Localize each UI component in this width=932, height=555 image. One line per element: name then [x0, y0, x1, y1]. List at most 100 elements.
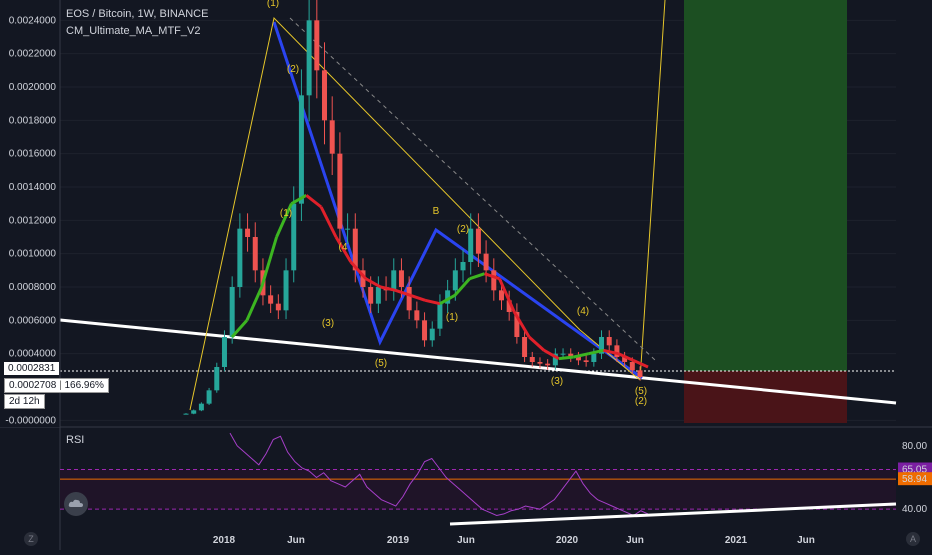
ma-segment [364, 277, 382, 289]
z-icon[interactable]: Z [24, 532, 38, 546]
ma-segment [512, 311, 531, 338]
candle-body [191, 410, 197, 414]
candle-body [429, 328, 435, 341]
ma-segment [558, 355, 574, 361]
ma-segment [394, 288, 411, 297]
candle-body [498, 290, 504, 301]
stop-zone-red [684, 371, 847, 423]
ma-segment [469, 272, 486, 281]
price-tick-label: 0.0020000 [9, 82, 57, 93]
ma-segment [603, 348, 619, 356]
time-tick-label: 2021 [725, 535, 748, 546]
candle-body [345, 228, 351, 230]
ma-segment [380, 285, 396, 292]
wave-label: (1) [446, 312, 458, 323]
time-tick-label: Jun [797, 535, 815, 546]
ma-segment [573, 352, 589, 359]
candle-body [183, 413, 189, 415]
wave-label: (2) [287, 64, 299, 75]
ma-segment [632, 358, 649, 369]
candle-body [629, 362, 635, 371]
candle-body [529, 357, 535, 362]
candle-body [245, 228, 251, 237]
rsi-level-badge [898, 472, 932, 486]
price-tick-label: 0.0016000 [9, 149, 57, 160]
wave-label: B [433, 206, 440, 217]
price-tick-label: 0.0024000 [9, 15, 57, 26]
candle-body [599, 337, 605, 354]
candle-body [575, 357, 581, 361]
price-tick-label: 0.0012000 [9, 215, 57, 226]
ma-segment [588, 348, 604, 356]
candle-body [198, 403, 204, 411]
wave-label: (1) [267, 0, 279, 9]
dashed-trend [289, 17, 656, 361]
price-tick-label: 0.0014000 [9, 182, 57, 193]
candle-body [283, 270, 289, 311]
candle-body [306, 20, 312, 96]
wave-label: (1) [280, 208, 292, 219]
candle-body [614, 345, 620, 357]
ma-segment [498, 278, 516, 313]
rsi-tick-label: 65.05 [902, 465, 927, 476]
candle-body [483, 253, 489, 271]
candle-body [398, 270, 404, 287]
a-icon[interactable]: A [906, 532, 920, 546]
measure-price: 0.0002708 [9, 380, 57, 391]
ma-segment [334, 236, 353, 263]
wave-label: (3) [551, 376, 563, 387]
target-zone-green [684, 0, 847, 371]
rsi-trend-line [449, 502, 897, 526]
price-tick-label: 0.0008000 [9, 282, 57, 293]
price-tick-label: -0.0000000 [5, 415, 56, 426]
wave-label: (5) [375, 358, 387, 369]
ma-segment [305, 194, 323, 209]
candle-body [314, 20, 320, 71]
candle-body [637, 370, 643, 377]
price-tick-label: 0.0010000 [9, 249, 57, 260]
candle-body [468, 228, 474, 262]
ma-segment [409, 293, 426, 302]
wave-line-yellow [189, 0, 666, 411]
candle-body [406, 287, 412, 311]
rsi-band [60, 469, 896, 510]
candle-body [552, 353, 558, 366]
tradingview-cloud-icon[interactable] [64, 492, 88, 516]
wave-label: (2) [635, 396, 647, 407]
wave-label: (4) [577, 306, 589, 317]
time-tick-label: Jun [457, 535, 475, 546]
candle-body [452, 270, 458, 291]
candle-body [437, 303, 443, 329]
price-axis-bg [0, 0, 60, 427]
support-line [59, 318, 897, 405]
ma-segment [439, 294, 456, 305]
ma-segment [543, 349, 560, 360]
price-tick-label: 0.0018000 [9, 115, 57, 126]
price-tick-label: 0.0022000 [9, 49, 57, 60]
rsi-label: RSI [66, 434, 85, 446]
candle-body [475, 228, 481, 254]
candle-body [352, 228, 358, 271]
wave-label: (4 [339, 242, 348, 253]
price-tick-label: 0.0006000 [9, 315, 57, 326]
ma-segment [528, 335, 546, 352]
candle-body [414, 310, 420, 321]
candle-body [322, 70, 328, 121]
rsi-tick-label: 40.00 [902, 504, 927, 515]
rsi-tick-label: 80.00 [902, 441, 927, 452]
candle-body [591, 353, 597, 362]
time-tick-label: 2019 [387, 535, 410, 546]
wave-label: (5) [635, 386, 647, 397]
candle-body [375, 287, 381, 304]
measure-duration-badge: 2d 12h [4, 394, 45, 409]
ma-segment [617, 352, 634, 362]
candle-body [522, 337, 528, 357]
ma-segment [260, 236, 279, 288]
candle-body [229, 287, 235, 337]
ma-segment [453, 277, 471, 297]
candle-body [368, 287, 374, 304]
candle-body [537, 362, 543, 364]
ma-segment [484, 272, 500, 281]
